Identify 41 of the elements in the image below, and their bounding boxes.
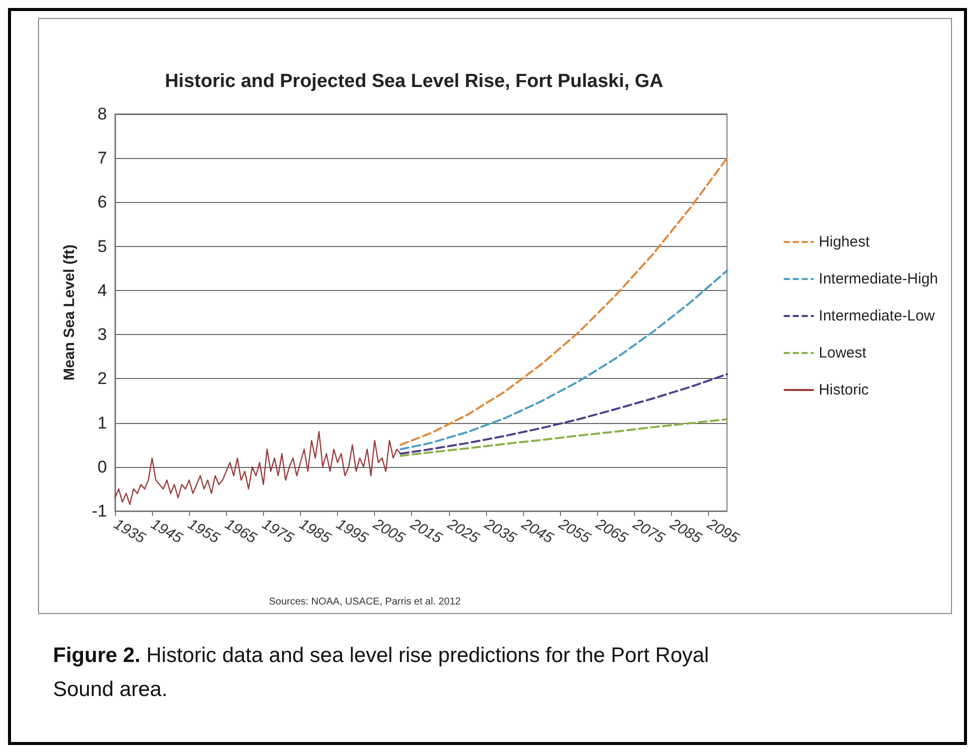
y-tick-label: 7	[98, 148, 107, 168]
x-tick-label: 1955	[184, 516, 223, 548]
chart-title: Historic and Projected Sea Level Rise, Fort Pulaski, GA	[164, 71, 664, 92]
x-tick-label: 2075	[629, 515, 668, 548]
x-tick-label: 2015	[406, 515, 446, 548]
y-tick-label: 5	[98, 236, 107, 256]
x-tick-label: 1995	[333, 516, 372, 548]
x-tick-label: 2045	[518, 515, 557, 548]
x-tick-label: 1965	[222, 516, 260, 548]
legend-label: Highest	[818, 234, 870, 250]
y-axis-title: Mean Sea Level (ft)	[61, 244, 78, 380]
x-tick-label: 1985	[296, 516, 334, 548]
y-tick-label: -1	[92, 502, 107, 520]
line-series	[400, 373, 728, 455]
line-series	[400, 270, 728, 450]
legend-label: Intermediate-Low	[818, 308, 935, 324]
line-series	[400, 157, 728, 446]
y-tick-label: 4	[98, 280, 107, 300]
source-note: Sources: NOAA, USACE, Parris et al. 2012	[269, 596, 462, 608]
y-tick-label: 2	[98, 369, 107, 388]
y-tick-label: 8	[98, 104, 107, 124]
x-tick-label: 1945	[148, 516, 186, 548]
x-tick-label: 1975	[259, 516, 298, 548]
caption: Figure 2. Historic data and sea level rise predictions for the Port Royal Sound area.	[53, 643, 710, 703]
legend-label: Intermediate-High	[818, 270, 938, 288]
line-series	[400, 418, 728, 457]
legend-label: Historic	[818, 382, 870, 398]
x-tick-label: 2035	[480, 515, 520, 548]
line-series	[114, 431, 402, 505]
y-tick-label: 1	[98, 413, 107, 432]
x-tick-label: 1935	[110, 516, 149, 548]
y-tick-label: 6	[98, 192, 107, 212]
x-tick-label: 2065	[592, 515, 631, 548]
x-tick-label: 2055	[554, 515, 594, 548]
x-tick-label: 2095	[703, 515, 742, 548]
y-tick-label: 3	[98, 325, 107, 344]
x-tick-label: 2005	[370, 515, 408, 548]
legend-label: Lowest	[818, 344, 868, 362]
x-tick-label: 2085	[666, 515, 706, 548]
x-tick-label: 2025	[444, 515, 483, 548]
y-tick-label: 0	[98, 457, 107, 476]
